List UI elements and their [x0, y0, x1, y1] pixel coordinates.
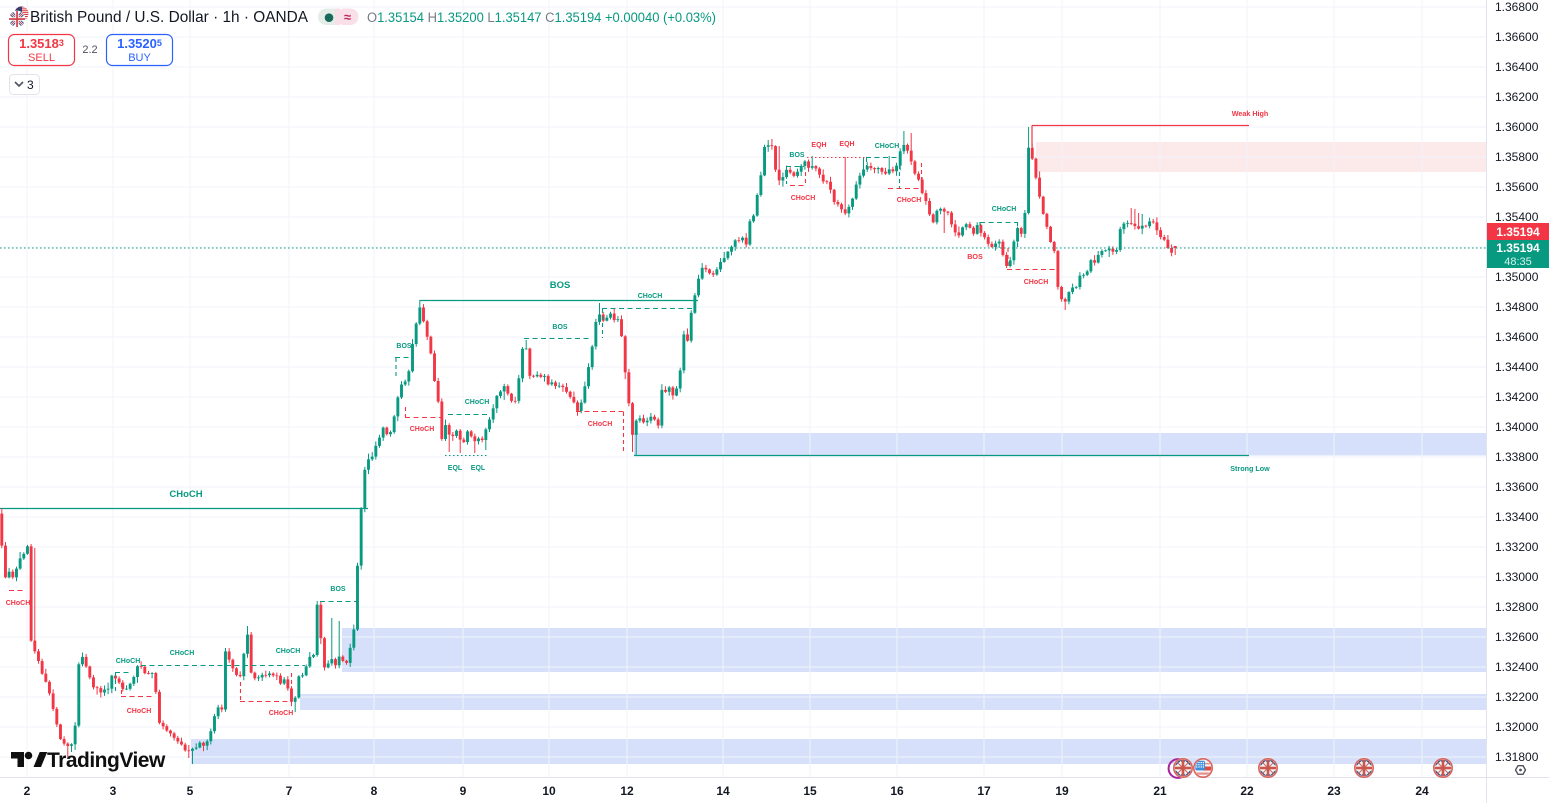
svg-text:1.36600: 1.36600	[1495, 30, 1539, 44]
svg-text:EQH: EQH	[811, 142, 826, 149]
svg-text:16: 16	[890, 784, 904, 798]
svg-text:1.34000: 1.34000	[1495, 420, 1539, 434]
svg-text:1.32600: 1.32600	[1495, 630, 1539, 644]
svg-text:EQL: EQL	[448, 465, 463, 472]
svg-text:CHoCH: CHoCH	[6, 600, 31, 607]
svg-text:CHoCH: CHoCH	[276, 648, 301, 655]
svg-text:1.35000: 1.35000	[1495, 270, 1539, 284]
svg-text:1.33200: 1.33200	[1495, 540, 1539, 554]
svg-text:BOS: BOS	[789, 152, 805, 159]
svg-text:21: 21	[1153, 784, 1167, 798]
svg-text:BUY: BUY	[128, 52, 151, 64]
svg-text:BOS: BOS	[552, 324, 568, 331]
svg-text:10: 10	[542, 784, 556, 798]
svg-text:BOS: BOS	[396, 343, 412, 350]
svg-text:1.33600: 1.33600	[1495, 480, 1539, 494]
svg-text:1.34200: 1.34200	[1495, 390, 1539, 404]
svg-text:1.33800: 1.33800	[1495, 450, 1539, 464]
svg-text:CHoCH: CHoCH	[897, 197, 922, 204]
svg-text:1.34800: 1.34800	[1495, 300, 1539, 314]
svg-text:1.33000: 1.33000	[1495, 570, 1539, 584]
svg-text:EQH: EQH	[839, 141, 854, 148]
svg-text:17: 17	[977, 784, 991, 798]
svg-text:1.33400: 1.33400	[1495, 510, 1539, 524]
svg-text:EQL: EQL	[471, 465, 486, 472]
svg-text:CHoCH: CHoCH	[269, 710, 294, 717]
svg-text:British Pound / U.S. Dollar ·: British Pound / U.S. Dollar · 1h · OANDA	[30, 9, 308, 26]
svg-text:CHoCH: CHoCH	[638, 293, 663, 300]
svg-text:2.2: 2.2	[82, 44, 97, 56]
svg-text:5: 5	[187, 784, 194, 798]
svg-text:1.35194: 1.35194	[1496, 225, 1540, 239]
svg-text:1.32000: 1.32000	[1495, 720, 1539, 734]
svg-text:22: 22	[1240, 784, 1254, 798]
svg-text:15: 15	[803, 784, 817, 798]
svg-text:1.35205: 1.35205	[117, 36, 162, 51]
svg-text:9: 9	[460, 784, 467, 798]
svg-text:1.34600: 1.34600	[1495, 330, 1539, 344]
svg-text:1.34400: 1.34400	[1495, 360, 1539, 374]
svg-text:1.35400: 1.35400	[1495, 210, 1539, 224]
svg-text:1.31800: 1.31800	[1495, 750, 1539, 764]
svg-text:12: 12	[620, 784, 634, 798]
svg-text:1.36000: 1.36000	[1495, 120, 1539, 134]
svg-text:CHoCH: CHoCH	[875, 143, 900, 150]
svg-text:CHoCH: CHoCH	[588, 421, 613, 428]
svg-text:CHoCH: CHoCH	[169, 489, 202, 500]
svg-text:Weak High: Weak High	[1232, 109, 1269, 118]
svg-text:1.35600: 1.35600	[1495, 180, 1539, 194]
svg-text:BOS: BOS	[550, 280, 571, 291]
svg-text:1.35183: 1.35183	[19, 36, 64, 51]
svg-text:48:35: 48:35	[1504, 256, 1532, 268]
svg-text:CHoCH: CHoCH	[410, 426, 435, 433]
svg-text:1.32200: 1.32200	[1495, 690, 1539, 704]
svg-text:1.32400: 1.32400	[1495, 660, 1539, 674]
svg-text:≈: ≈	[344, 10, 351, 25]
svg-text:CHoCH: CHoCH	[170, 650, 195, 657]
svg-text:BOS: BOS	[967, 252, 983, 261]
svg-text:3: 3	[27, 78, 34, 92]
svg-text:O1.35154 H1.35200 L1.35147 C1.: O1.35154 H1.35200 L1.35147 C1.35194 +0.0…	[367, 10, 716, 25]
svg-text:1.36400: 1.36400	[1495, 60, 1539, 74]
svg-text:3: 3	[110, 784, 117, 798]
svg-text:23: 23	[1327, 784, 1341, 798]
svg-text:19: 19	[1055, 784, 1069, 798]
svg-text:1.36200: 1.36200	[1495, 90, 1539, 104]
svg-text:TradingView: TradingView	[47, 749, 166, 772]
svg-text:BOS: BOS	[330, 586, 346, 593]
svg-text:CHoCH: CHoCH	[465, 399, 490, 406]
svg-text:14: 14	[716, 784, 730, 798]
svg-text:1.32800: 1.32800	[1495, 600, 1539, 614]
svg-text:2: 2	[24, 784, 31, 798]
svg-text:SELL: SELL	[28, 52, 55, 64]
svg-text:CHoCH: CHoCH	[116, 658, 141, 665]
svg-text:1.35800: 1.35800	[1495, 150, 1539, 164]
svg-text:8: 8	[371, 784, 378, 798]
svg-text:CHoCH: CHoCH	[791, 195, 816, 202]
svg-text:CHoCH: CHoCH	[127, 708, 152, 715]
svg-text:7: 7	[286, 784, 293, 798]
svg-text:CHoCH: CHoCH	[1024, 279, 1049, 286]
svg-text:CHoCH: CHoCH	[992, 206, 1017, 213]
svg-text:1.35194: 1.35194	[1496, 241, 1540, 255]
svg-text:Strong Low: Strong Low	[1230, 464, 1270, 473]
svg-text:24: 24	[1415, 784, 1429, 798]
svg-text:1.36800: 1.36800	[1495, 0, 1539, 14]
